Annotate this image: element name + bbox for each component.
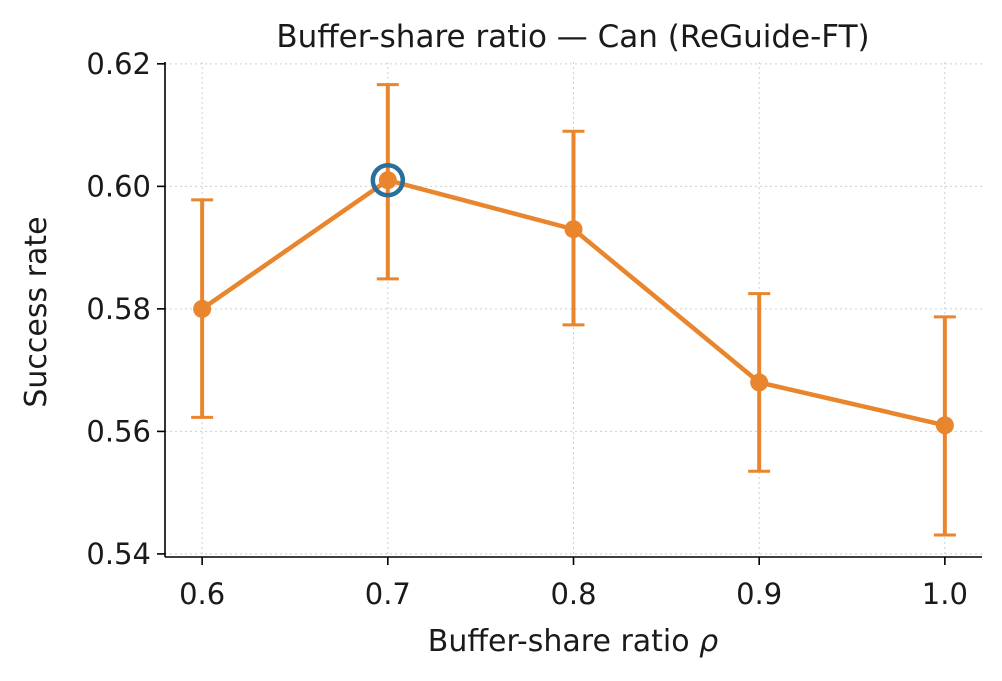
data-point: [750, 373, 769, 392]
y-tick-label: 0.60: [86, 169, 151, 203]
x-tick-label: 0.7: [365, 577, 411, 611]
data-points: [193, 171, 954, 435]
chart-title: Buffer-share ratio — Can (ReGuide-FT): [276, 19, 869, 55]
y-tick-label: 0.56: [86, 414, 151, 448]
best-point-ring: [370, 162, 406, 198]
data-point: [564, 220, 583, 239]
data-point: [378, 171, 397, 190]
y-tick-label: 0.58: [86, 292, 151, 326]
y-axis-label: Success rate: [19, 216, 54, 407]
y-tick-label: 0.62: [86, 47, 151, 81]
x-ticks: 0.6 0.7 0.8 0.9 1.0: [179, 557, 968, 611]
y-ticks: 0.54 0.56 0.58 0.60 0.62: [86, 47, 165, 571]
highlight: [370, 162, 406, 198]
grid: [165, 62, 982, 557]
y-tick-label: 0.54: [86, 537, 151, 571]
x-tick-label: 0.6: [179, 577, 225, 611]
x-tick-label: 0.9: [736, 577, 782, 611]
data-point: [935, 416, 954, 435]
data-point: [193, 299, 212, 318]
x-tick-label: 0.8: [550, 577, 596, 611]
x-tick-label: 1.0: [922, 577, 968, 611]
x-axis-label: Buffer-share ratio ρ: [428, 624, 718, 659]
